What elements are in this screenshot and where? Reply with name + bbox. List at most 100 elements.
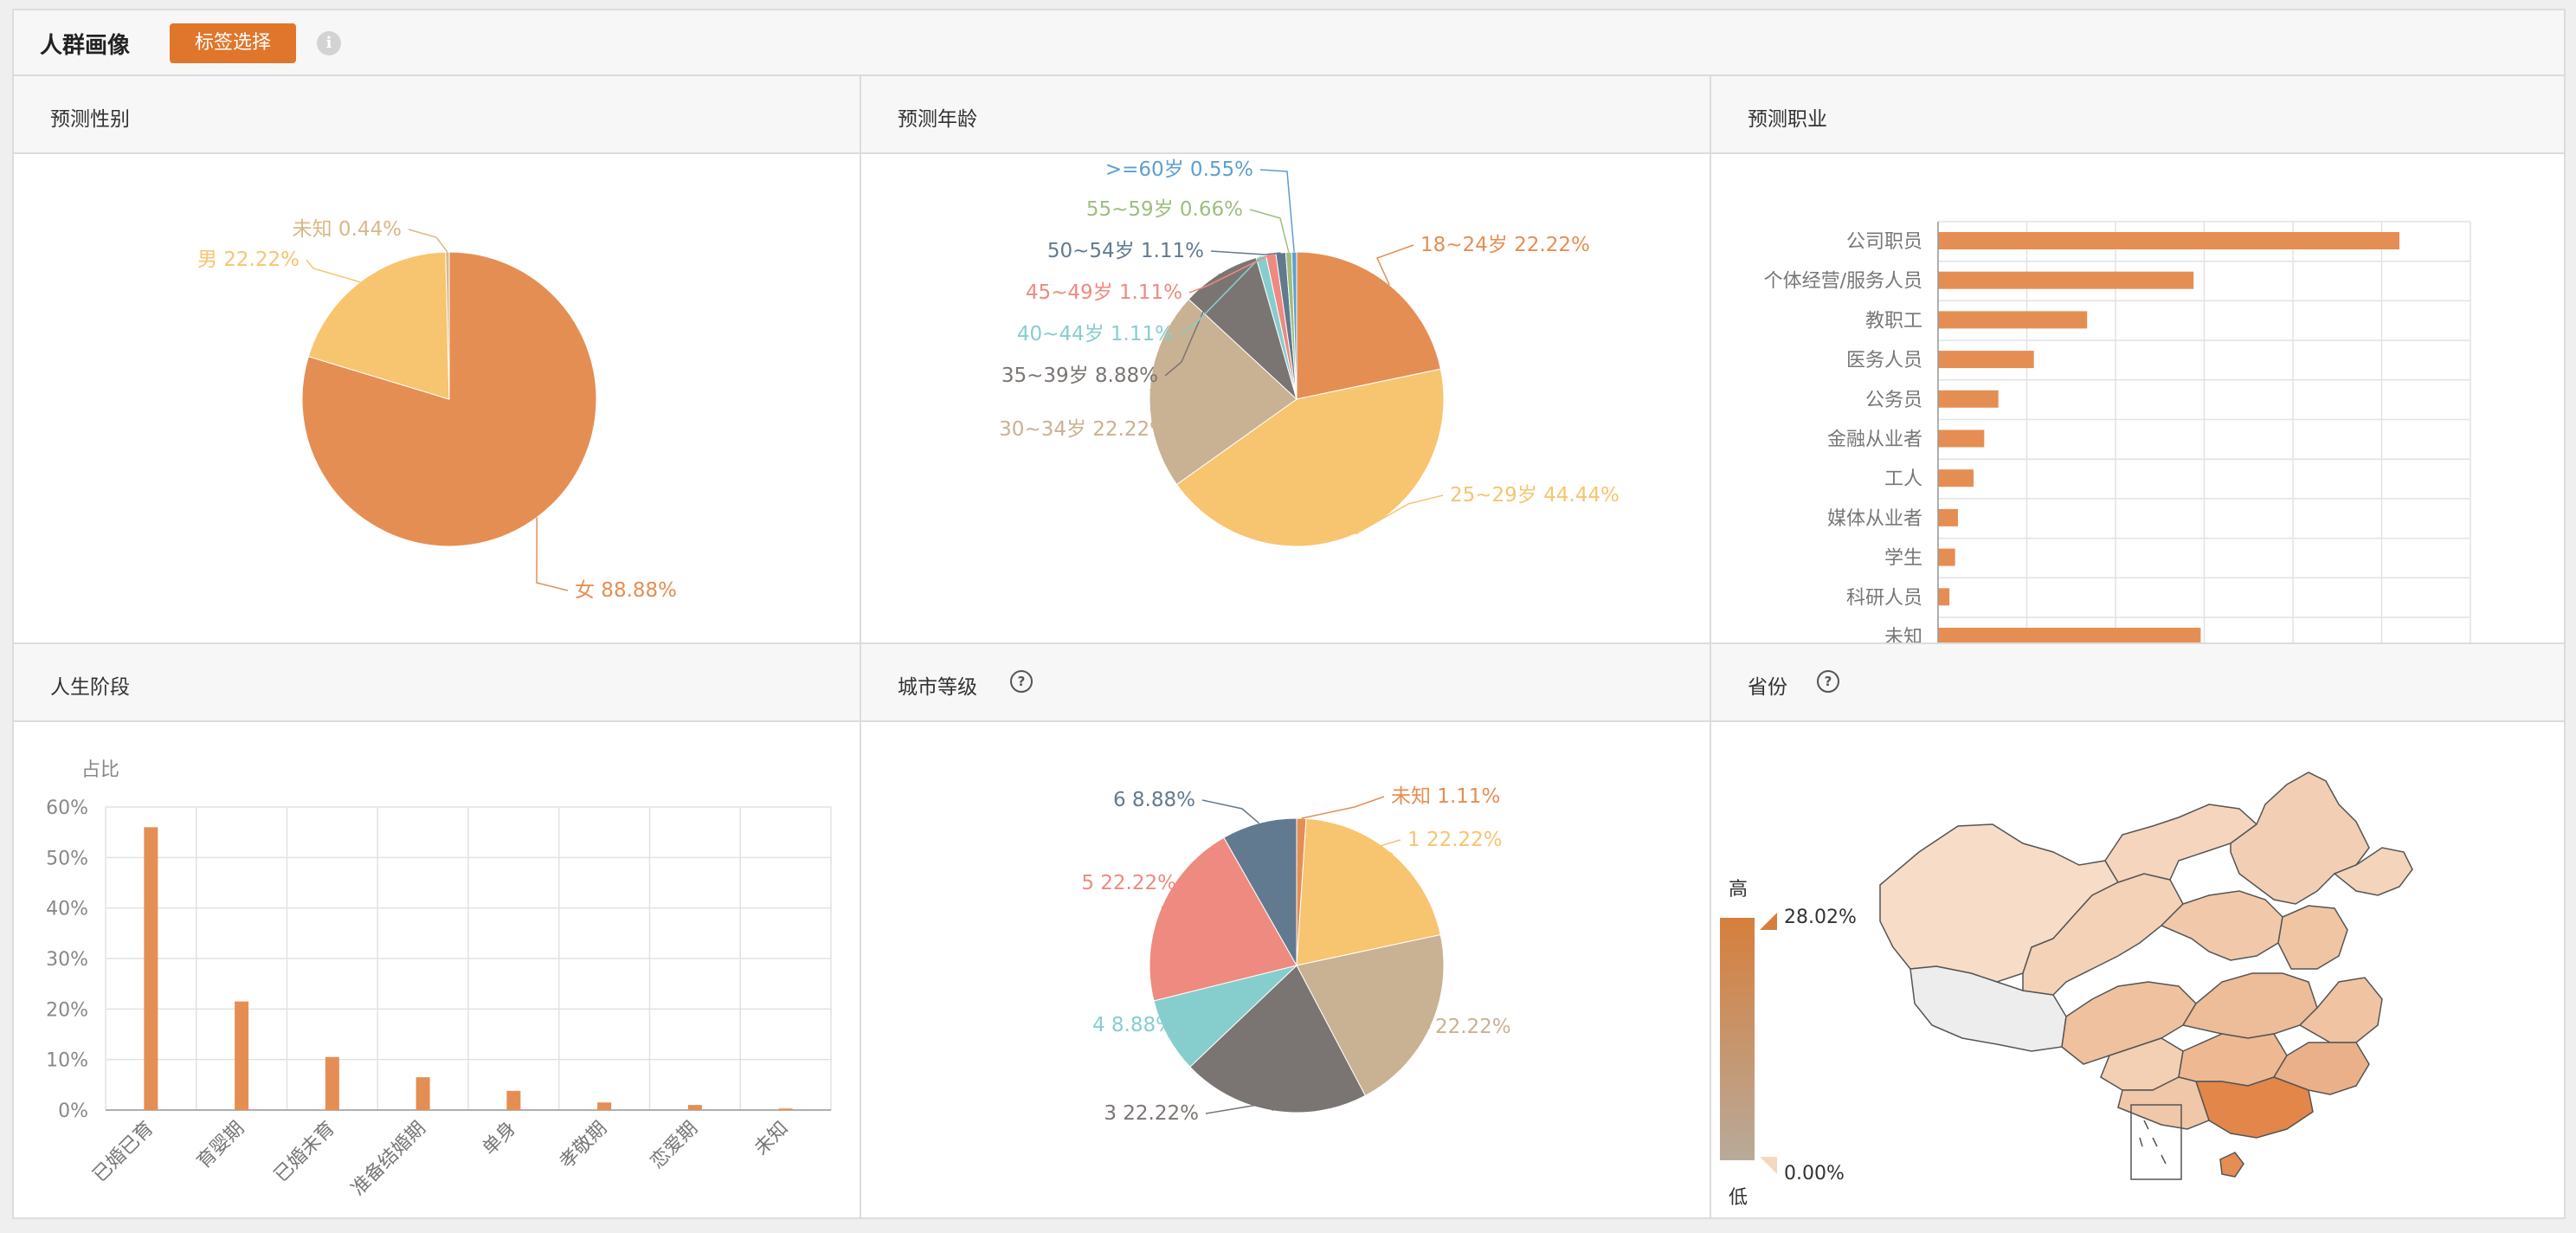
- pie-slice[interactable]: [1296, 251, 1441, 400]
- pie-label-line: [1381, 1017, 1431, 1029]
- pie-label-line: [306, 259, 361, 283]
- bar[interactable]: [415, 1077, 430, 1110]
- pie-label-line: [408, 229, 448, 253]
- axis-tick-label: 恋爱期: [647, 1118, 702, 1173]
- legend-high-label: 高: [1729, 879, 1748, 901]
- panel-header: 人生阶段: [14, 644, 860, 722]
- bar[interactable]: [235, 1001, 249, 1110]
- y-axis-label: 占比: [81, 759, 119, 781]
- axis-tick-label: 已婚已育: [89, 1118, 158, 1187]
- panel-title: 预测性别: [50, 108, 130, 131]
- info-icon[interactable]: i: [317, 31, 341, 55]
- axis-tick-label: 医务人员: [1846, 350, 1922, 371]
- pie-label: 18~24岁 22.22%: [1420, 234, 1590, 256]
- pie-label: 未知 0.44%: [293, 218, 402, 241]
- pie-label-line: [1249, 209, 1290, 253]
- pie-label: 男 22.22%: [197, 249, 299, 271]
- city-level-pie-chart: 未知 1.11% 1 22.22% 2 22.22% 3 22.22% 4 8.88% 5…: [1081, 785, 1510, 1125]
- province-region[interactable]: [2194, 1076, 2314, 1139]
- bar[interactable]: [1938, 469, 1974, 487]
- occupation-panel: 预测职业 公司职员 个体经营/服务人员 教职工 医务人员 公务员 金融从业者 工人 媒体从业者…: [1711, 76, 2564, 642]
- province-region[interactable]: [2219, 1152, 2244, 1178]
- axis-tick-label: 学生: [1884, 548, 1922, 570]
- bar[interactable]: [687, 1105, 702, 1110]
- pie-label: 55~59岁 0.66%: [1086, 198, 1243, 221]
- legend-min-value: 0.00%: [1784, 1163, 1845, 1185]
- bar[interactable]: [1938, 271, 2194, 289]
- province-region[interactable]: [2333, 847, 2413, 896]
- province-region[interactable]: [2117, 1076, 2210, 1130]
- pie-label: 50~54岁 1.11%: [1047, 240, 1204, 262]
- pie-label: >=60岁 0.55%: [1105, 158, 1253, 181]
- pie-label-line: [1375, 244, 1414, 286]
- bar[interactable]: [778, 1108, 793, 1110]
- legend-max-handle[interactable]: [1760, 913, 1777, 930]
- axis-tick-label: 未知: [750, 1118, 793, 1160]
- axis-tick-label: 准备结婚期: [347, 1118, 429, 1200]
- bar[interactable]: [597, 1102, 612, 1110]
- axis-tick-label: 工人: [1884, 468, 1922, 490]
- page-header: 人群画像 标签选择 i: [14, 10, 2564, 76]
- pie-label-line: [1301, 796, 1385, 819]
- pie-label-line: [1355, 494, 1444, 535]
- province-map: 高 28.02% 0.00% 低: [1720, 771, 2413, 1209]
- axis-tick-label: 60%: [46, 797, 88, 819]
- panel-header: 预测职业: [1711, 76, 2564, 154]
- pie-label-line: [1149, 389, 1192, 430]
- pie-label: 35~39岁 8.88%: [1001, 365, 1158, 387]
- axis-tick-label: 20%: [46, 999, 88, 1021]
- bar[interactable]: [1938, 311, 2088, 329]
- bar[interactable]: [1938, 429, 1985, 448]
- bar[interactable]: [1938, 390, 1999, 408]
- pie-label-line: [1259, 169, 1295, 253]
- occupation-bar-chart: 公司职员个体经营/服务人员教职工医务人员公务员金融从业者工人媒体从业者学生科研人…: [1764, 221, 2471, 642]
- bar[interactable]: [1938, 508, 1958, 526]
- city-level-panel: 城市等级 ? 未知 1.11% 1 22.22% 2 22.22% 3 22.22% 4…: [861, 644, 1710, 1217]
- bar[interactable]: [1938, 351, 2034, 369]
- south-china-sea-inset: [2130, 1104, 2182, 1180]
- pie-label: 3 22.22%: [1104, 1102, 1199, 1125]
- china-map: [1879, 771, 2413, 1180]
- panel-title: 预测年龄: [898, 108, 977, 131]
- panel-title: 城市等级: [898, 676, 977, 699]
- bar[interactable]: [1938, 548, 1955, 566]
- bar[interactable]: [1938, 232, 2399, 249]
- pie-slice[interactable]: [1223, 817, 1298, 967]
- bar[interactable]: [325, 1056, 339, 1110]
- bar[interactable]: [506, 1090, 521, 1110]
- legend-max-value: 28.02%: [1784, 907, 1857, 928]
- axis-tick-label: 已婚未育: [270, 1118, 339, 1187]
- province-panel: 省份 ? 高 28.02% 0.00% 低: [1711, 644, 2564, 1217]
- tag-select-button[interactable]: 标签选择: [170, 23, 296, 63]
- axis-tick-label: 科研人员: [1846, 587, 1922, 609]
- province-region[interactable]: [2181, 972, 2318, 1039]
- pie-slice[interactable]: [307, 251, 450, 400]
- legend-gradient-bar: [1720, 918, 1755, 1160]
- axis-tick-label: 50%: [46, 848, 88, 869]
- axis-tick-label: 10%: [46, 1050, 88, 1072]
- panel-header: 预测年龄: [861, 76, 1710, 154]
- province-region[interactable]: [2298, 977, 2383, 1043]
- pie-label: 25~29岁 44.44%: [1450, 484, 1620, 507]
- gender-pie-chart: 女 88.88% 男 22.22% 未知 0.44%: [197, 218, 677, 602]
- pie-label: 6 8.88%: [1113, 789, 1195, 811]
- bar[interactable]: [144, 827, 158, 1110]
- pie-label-line: [1201, 799, 1259, 824]
- bar[interactable]: [1938, 628, 2201, 642]
- help-icon[interactable]: ?: [1817, 670, 1839, 693]
- province-region[interactable]: [2160, 890, 2283, 961]
- pie-label: 4 8.88%: [1092, 1014, 1175, 1036]
- life-stage-bar-chart: 占比 60% 50% 40% 30% 20% 10% 0%已婚已育 育婴期 已婚未育 准备结婚期 单身…: [46, 759, 832, 1200]
- pie-label-line: [536, 517, 569, 591]
- life-stage-panel: 人生阶段 占比 60% 50% 40% 30% 20% 10% 0% 已婚已育 育婴期 已婚未育 准备…: [14, 644, 860, 1217]
- panel-title: 省份: [1748, 676, 1787, 699]
- axis-tick-label: 孝敬期: [556, 1118, 611, 1173]
- pie-label: 5 22.22%: [1081, 872, 1176, 894]
- help-icon[interactable]: ?: [1010, 670, 1033, 693]
- province-region[interactable]: [2277, 905, 2348, 970]
- pie-label-line: [1167, 1017, 1207, 1037]
- bar[interactable]: [1938, 588, 1950, 606]
- pie-label: 40~44岁 1.11%: [1017, 323, 1174, 345]
- age-panel: 预测年龄 18~24岁 22.22% 25~29岁 44.44% 30~34岁 22…: [861, 76, 1710, 642]
- legend-min-handle[interactable]: [1760, 1157, 1777, 1174]
